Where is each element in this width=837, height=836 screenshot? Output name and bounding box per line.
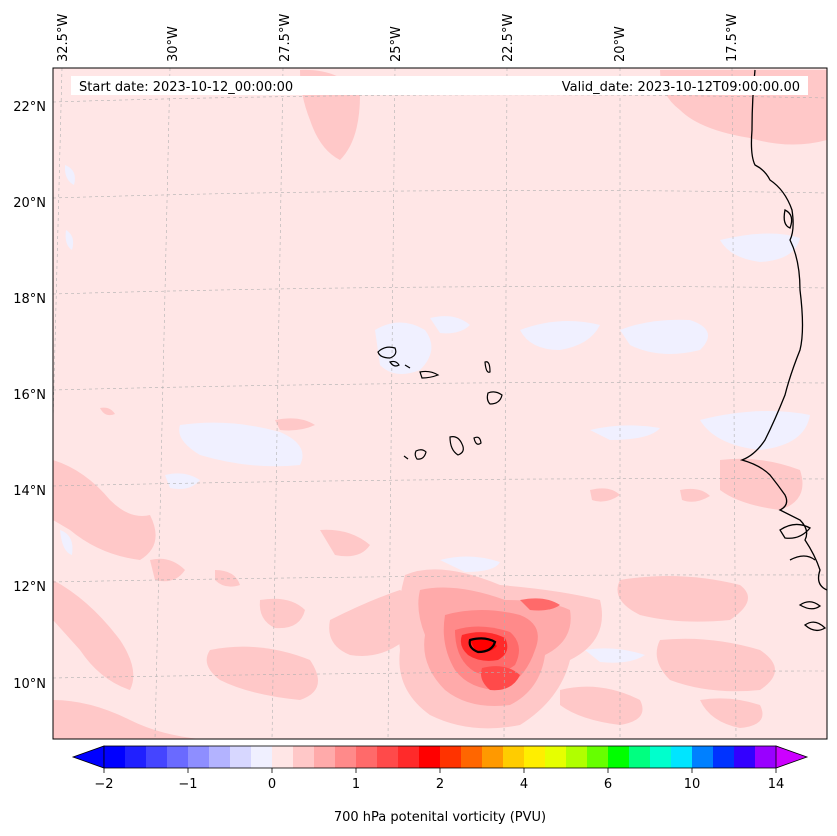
colorbar-cell [251, 746, 273, 768]
colorbar-cell [377, 746, 399, 768]
map-frame [52, 67, 828, 740]
coastline [739, 69, 827, 632]
lat-label: 16°N [13, 388, 46, 403]
colorbar-cell [167, 746, 189, 768]
colorbar-cell [104, 746, 126, 768]
colorbar-cell [440, 746, 462, 768]
lat-label: 14°N [13, 484, 46, 499]
pv-anomaly-core [398, 569, 602, 729]
colorbar-cell [734, 746, 756, 768]
colorbar-tick-label: 4 [520, 777, 528, 792]
lon-label: 22.5°W [501, 14, 516, 62]
colorbar-tick-label: 6 [604, 777, 612, 792]
colorbar-cell [230, 746, 252, 768]
colorbar-cell [146, 746, 168, 768]
colorbar-cell [524, 746, 546, 768]
map-area [53, 68, 827, 739]
lat-label: 10°N [13, 677, 46, 692]
colorbar-tick-label: 14 [768, 777, 785, 792]
lon-label: 27.5°W [278, 14, 293, 62]
colorbar-cell [692, 746, 714, 768]
colorbar-tick-label: 1 [352, 777, 360, 792]
lon-label: 30°W [166, 26, 181, 62]
valid-date-label: Valid_date: 2023-10-12T09:00:00.00 [562, 80, 800, 95]
lat-label: 22°N [13, 100, 46, 115]
colorbar-cell [587, 746, 609, 768]
colorbar-tick-label: 2 [436, 777, 444, 792]
colorbar-cell [503, 746, 525, 768]
lat-label: 18°N [13, 292, 46, 307]
gridlines [53, 68, 827, 739]
colorbar-cell [356, 746, 378, 768]
colorbar-cell [398, 746, 420, 768]
lon-label: 17.5°W [725, 14, 740, 62]
latitude-labels: 22°N 20°N 18°N 16°N 14°N 12°N 10°N [13, 100, 46, 692]
colorbar-tick-label: −2 [94, 777, 113, 792]
colorbar-tick-label: 0 [268, 777, 276, 792]
colorbar-cell [545, 746, 567, 768]
lat-label: 12°N [13, 580, 46, 595]
colorbar-cell [629, 746, 651, 768]
colorbar-cell [188, 746, 210, 768]
colorbar-cell [209, 746, 231, 768]
header-bar [71, 76, 808, 95]
colorbar-cell [650, 746, 672, 768]
low-pv-patches [60, 165, 810, 663]
colorbar-cell [713, 746, 735, 768]
colorbar-cell [608, 746, 630, 768]
longitude-labels: 32.5°W 30°W 27.5°W 25°W 22.5°W 20°W 17.5… [56, 14, 740, 62]
colorbar-cell [671, 746, 693, 768]
colorbar-cell [566, 746, 588, 768]
colorbar: −2 −1 0 1 2 4 6 10 14 700 hPa potenital vorticit… [71, 745, 809, 825]
colorbar-cell [419, 746, 441, 768]
colorbar-cell [125, 746, 147, 768]
lon-label: 20°W [613, 26, 628, 62]
lat-label: 20°N [13, 196, 46, 211]
lon-label: 25°W [389, 26, 404, 62]
colorbar-tick-label: −1 [178, 777, 197, 792]
colorbar-cell [293, 746, 315, 768]
colorbar-tick-label: 10 [684, 777, 701, 792]
cape-verde-islands [377, 346, 503, 460]
colorbar-under-triangle [71, 745, 105, 769]
colorbar-cell [335, 746, 357, 768]
colorbar-over-triangle [775, 745, 809, 769]
start-date-label: Start date: 2023-10-12_00:00:00 [79, 80, 293, 95]
colorbar-cell [755, 746, 777, 768]
colorbar-label: 700 hPa potenital vorticity (PVU) [334, 810, 546, 825]
colorbar-cell [461, 746, 483, 768]
colorbar-cell [482, 746, 504, 768]
lon-label: 32.5°W [56, 14, 71, 62]
colorbar-ticks: −2 −1 0 1 2 4 6 10 14 [94, 768, 784, 792]
colorbar-cell [314, 746, 336, 768]
colorbar-cell [272, 746, 294, 768]
colorbar-cells [104, 746, 777, 768]
